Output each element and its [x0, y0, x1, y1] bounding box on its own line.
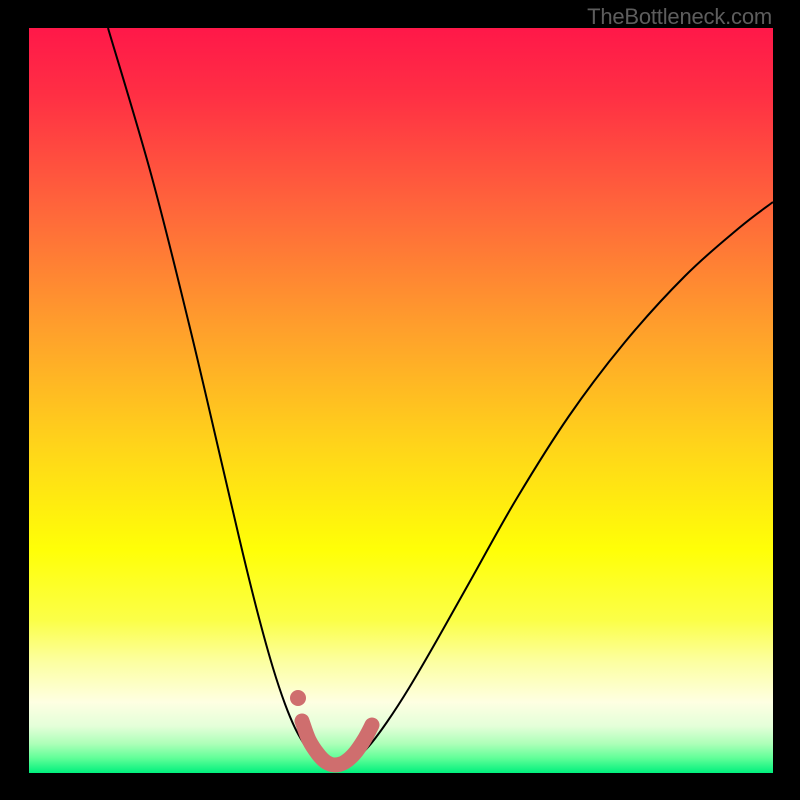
chart-svg [29, 28, 773, 773]
watermark-text: TheBottleneck.com [587, 4, 772, 30]
curve-right [343, 202, 773, 768]
chart-plot-area [29, 28, 773, 773]
highlight-dot [290, 690, 306, 706]
curve-highlight [302, 721, 372, 765]
curve-left [108, 28, 323, 767]
